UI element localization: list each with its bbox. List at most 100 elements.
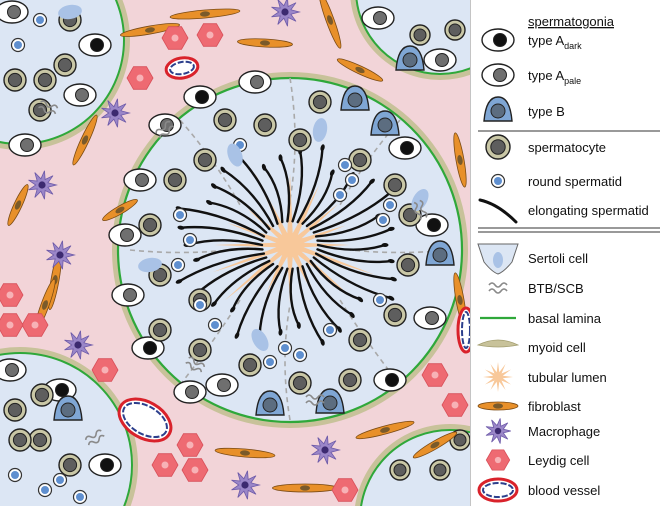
blood-vessel	[456, 306, 470, 354]
leydig-cell	[176, 433, 204, 457]
btb-junction	[413, 199, 428, 220]
legend-icon-sertoli	[477, 243, 519, 275]
legend-label-basal: basal lamina	[528, 311, 602, 326]
btb-junction	[155, 120, 175, 139]
legend-icon-macrophage	[485, 418, 511, 444]
spermatogonium-pale	[423, 48, 457, 72]
legend-label-sertoli: Sertoli cell	[528, 251, 588, 266]
btb-junction	[305, 394, 325, 406]
spermatogonium-pale	[0, 358, 27, 382]
legend-label-vessel: blood vessel	[528, 483, 600, 498]
spermatogonium-dark	[88, 453, 122, 477]
spermatogonium-dark	[373, 368, 407, 392]
leydig-cell	[196, 23, 224, 47]
fibroblast	[477, 401, 519, 411]
spermatogonium-b	[395, 45, 425, 71]
legend-icon-spermatocyte	[485, 134, 511, 160]
spermatogonium-b	[370, 110, 400, 136]
btb-junction	[38, 100, 59, 115]
legend-icon-vessel	[477, 477, 519, 503]
sertoli-nucleus	[58, 4, 82, 20]
spermatogonium-dark	[388, 136, 422, 160]
legend-label-a_dark: type Adark	[528, 33, 582, 51]
legend-label-a_pale: type Apale	[528, 68, 581, 86]
blood-vessel	[164, 56, 200, 80]
legend-label-lumen: tubular lumen	[528, 370, 607, 385]
fibroblast	[355, 420, 415, 440]
spermatogonium-pale	[63, 83, 97, 107]
legend-icon-elongating	[478, 198, 518, 224]
leydig-cell	[0, 313, 24, 337]
spermatogonium-dark	[183, 85, 217, 109]
sertoli-nucleus	[312, 118, 328, 142]
fibroblast	[120, 23, 180, 37]
legend-label-round: round spermatid	[528, 174, 622, 189]
spermatogonium-pale	[111, 283, 145, 307]
blood-vessel	[117, 397, 173, 443]
fibroblast	[7, 184, 29, 226]
legend-icon-a_dark	[481, 28, 515, 52]
sertoli-nucleus	[227, 143, 243, 167]
spermatogonium-pale	[123, 168, 157, 192]
fibroblast	[412, 431, 458, 459]
legend-icon-lumen	[483, 362, 513, 392]
legend-icon-round	[490, 173, 506, 189]
fibroblast	[237, 38, 293, 48]
fibroblast	[102, 199, 138, 221]
legend-label-spermatocyte: spermatocyte	[528, 140, 606, 155]
legend-icon-a_pale	[481, 63, 515, 87]
legend-label-btb: BTB/SCB	[528, 281, 584, 296]
leydig-cell	[126, 66, 154, 90]
spermatogonium-pale	[108, 223, 142, 247]
fibroblast	[272, 483, 338, 493]
legend-icon-fibroblast	[477, 401, 519, 411]
sertoli-nucleus	[251, 329, 269, 351]
leydig-cell	[91, 358, 119, 382]
testis-diagram	[0, 0, 470, 506]
spermatogonium-pale	[361, 6, 395, 30]
legend-type-b-icon	[483, 96, 513, 122]
legend-icon-btb	[488, 282, 508, 294]
macrophage	[485, 418, 511, 444]
legend-icon-myoid	[476, 339, 520, 348]
legend-icon-leydig	[485, 449, 511, 471]
fibroblast	[318, 0, 342, 49]
macrophage	[28, 170, 58, 200]
leydig-cell	[485, 449, 511, 471]
cells-layer	[0, 0, 470, 505]
spermatogonium-b	[425, 240, 455, 266]
macrophage	[271, 0, 301, 27]
btb-junction	[185, 356, 206, 373]
fibroblast	[214, 447, 276, 459]
spermatogonium-b	[255, 390, 285, 416]
legend-label-type_b: type B	[528, 104, 565, 119]
leydig-cell	[0, 283, 24, 307]
legend-label-macrophage: Macrophage	[528, 424, 600, 439]
fibroblast	[453, 132, 467, 188]
btb-junction	[84, 429, 105, 446]
leydig-cell	[181, 458, 209, 482]
fibroblast	[72, 114, 98, 166]
spermatogonium-b	[53, 395, 83, 421]
spermatogonium-pale	[0, 0, 29, 24]
spermatogonium-dark	[78, 33, 112, 57]
spermatogonium-dark	[131, 336, 165, 360]
leydig-cell	[421, 363, 449, 387]
btb-junction	[488, 282, 508, 294]
spermatogonium-pale	[238, 70, 272, 94]
macrophage	[231, 470, 261, 500]
leydig-cell	[331, 478, 359, 502]
leydig-cell	[151, 453, 179, 477]
macrophage	[64, 330, 94, 360]
spermatogonium-pale	[8, 133, 42, 157]
spermatogonium-pale	[413, 306, 447, 330]
blood-vessel	[477, 477, 519, 503]
spermatogonium-pale	[173, 380, 207, 404]
spermatogonium-dark	[415, 213, 449, 237]
spermatogonium-pale	[205, 373, 239, 397]
legend-label-fibroblast: fibroblast	[528, 399, 581, 414]
leydig-cell	[161, 26, 189, 50]
legend-type-a-pale-icon	[481, 63, 515, 87]
fibroblast	[336, 58, 384, 82]
legend: spermatogonia type Adark type Apale type B…	[470, 0, 665, 506]
